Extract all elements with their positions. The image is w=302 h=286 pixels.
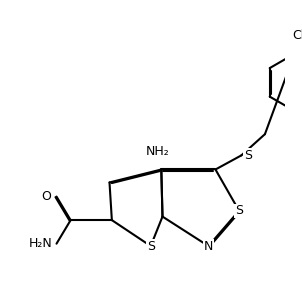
Text: NH₂: NH₂ [146,145,169,158]
Text: S: S [147,240,155,253]
Text: O: O [41,190,51,203]
Text: N: N [204,240,213,253]
Text: S: S [235,204,243,217]
Text: S: S [244,149,252,162]
Text: H₂N: H₂N [29,237,53,250]
Text: Cl: Cl [292,29,302,42]
